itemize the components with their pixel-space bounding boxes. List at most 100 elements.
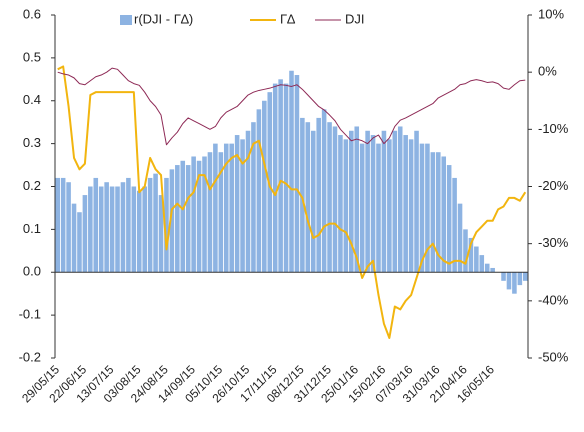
bar <box>88 186 93 273</box>
bar <box>300 117 305 273</box>
bar <box>522 272 528 281</box>
bar <box>506 272 512 290</box>
bar <box>213 143 218 273</box>
line-series <box>57 67 526 146</box>
bar <box>338 135 343 273</box>
y-tick-label: 0.3 <box>23 135 41 150</box>
bar <box>294 75 300 273</box>
bar <box>436 152 441 273</box>
bar <box>316 117 321 273</box>
bar <box>175 165 180 273</box>
bar <box>403 135 408 273</box>
bar <box>327 122 332 273</box>
bar <box>376 143 381 273</box>
bar <box>414 130 419 273</box>
bar <box>142 186 147 273</box>
y2-tick-label: -40% <box>538 292 569 307</box>
bar <box>93 177 99 273</box>
bar <box>452 177 457 273</box>
bar <box>169 169 175 273</box>
bar <box>321 109 327 273</box>
y-tick-label: -0.1 <box>19 307 41 322</box>
bar <box>196 160 202 273</box>
bar <box>109 186 115 273</box>
bar <box>283 83 289 273</box>
bar <box>191 156 196 273</box>
bar <box>392 130 398 273</box>
bar <box>240 139 245 273</box>
bar <box>419 143 425 273</box>
bar <box>457 203 463 273</box>
bar <box>278 79 283 273</box>
bar <box>381 130 387 273</box>
bar <box>126 177 131 273</box>
bar <box>512 272 517 294</box>
bar <box>397 126 403 273</box>
bar <box>463 229 468 273</box>
bar <box>305 122 311 273</box>
bar <box>484 263 490 273</box>
bar <box>218 152 224 273</box>
y2-tick-label: -50% <box>538 349 569 364</box>
bar <box>359 143 365 273</box>
bar <box>262 100 267 273</box>
bar <box>256 109 262 273</box>
bar <box>164 177 169 273</box>
bar <box>310 130 316 273</box>
bar <box>136 190 142 273</box>
bar <box>425 143 430 273</box>
bar <box>289 70 294 273</box>
y-tick-label: 0.2 <box>23 178 41 193</box>
bar <box>71 203 77 273</box>
bar <box>115 186 120 273</box>
bar <box>180 160 186 273</box>
legend-label: DJI <box>345 11 365 26</box>
bar <box>354 126 360 273</box>
y-tick-label: 0.4 <box>23 92 41 107</box>
legend-label: Γ∆ <box>280 11 295 26</box>
y-tick-label: 0.0 <box>23 264 41 279</box>
bar <box>490 267 495 273</box>
y2-tick-label: -10% <box>538 121 569 136</box>
bar <box>223 143 229 273</box>
bar <box>408 139 414 273</box>
bar <box>365 130 370 273</box>
bar <box>501 272 506 281</box>
y-tick-label: 0.5 <box>23 49 41 64</box>
bar <box>343 139 349 273</box>
bar <box>185 165 191 273</box>
bar <box>245 130 251 273</box>
y-tick-label: -0.2 <box>19 349 41 364</box>
bar <box>441 156 447 273</box>
y-tick-label: 0.6 <box>23 6 41 21</box>
bar <box>517 272 523 286</box>
bar <box>207 152 213 273</box>
line-series <box>57 65 527 339</box>
bar <box>60 177 66 273</box>
bar <box>446 165 452 273</box>
bar <box>479 255 485 273</box>
bar <box>234 135 240 273</box>
bar <box>120 182 126 273</box>
bar <box>251 122 256 273</box>
bar <box>104 182 109 273</box>
bar <box>468 237 474 273</box>
bar <box>387 139 392 273</box>
bar <box>153 173 158 273</box>
bar <box>77 212 82 273</box>
bar <box>55 177 61 273</box>
bar <box>66 182 71 273</box>
bar <box>430 152 436 273</box>
bar <box>370 135 376 273</box>
y2-tick-label: -30% <box>538 235 569 250</box>
y2-tick-label: 10% <box>538 6 564 21</box>
bar <box>98 186 104 273</box>
y-tick-label: 0.1 <box>23 221 41 236</box>
bar <box>202 156 207 273</box>
bar <box>158 195 164 273</box>
bar <box>82 195 88 273</box>
legend-swatch <box>120 15 132 25</box>
bar <box>474 246 479 273</box>
bar <box>131 186 137 273</box>
